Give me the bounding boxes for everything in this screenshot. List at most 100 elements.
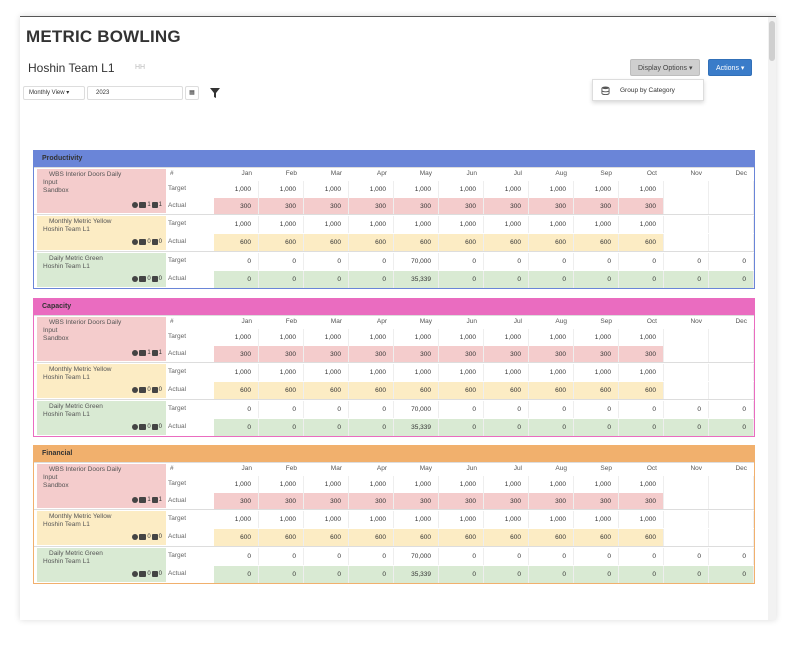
- target-cell[interactable]: 1,000: [439, 364, 484, 381]
- actual-cell[interactable]: 300: [304, 198, 349, 215]
- actual-cell[interactable]: 300: [574, 198, 619, 215]
- target-cell[interactable]: 1,000: [574, 216, 619, 233]
- filter-icon[interactable]: [210, 88, 220, 98]
- actual-cell[interactable]: 0: [529, 566, 574, 583]
- actual-cell[interactable]: 600: [349, 234, 394, 251]
- target-cell[interactable]: 1,000: [574, 329, 619, 346]
- gear-icon[interactable]: [132, 276, 139, 282]
- target-cell[interactable]: 0: [349, 253, 394, 270]
- metric-name[interactable]: Monthly Metric Yellow Hoshin Team L1 0 0: [37, 216, 166, 250]
- actual-cell[interactable]: 0: [619, 566, 664, 583]
- target-cell[interactable]: 1,000: [574, 511, 619, 528]
- chart-icon[interactable]: [139, 534, 147, 540]
- actual-cell[interactable]: 300: [259, 346, 304, 363]
- target-cell[interactable]: 1,000: [574, 364, 619, 381]
- target-cell[interactable]: 0: [619, 548, 664, 565]
- target-cell[interactable]: 1,000: [394, 181, 439, 198]
- page-scrollbar[interactable]: [768, 17, 776, 620]
- target-cell[interactable]: 0: [484, 253, 529, 270]
- actual-cell[interactable]: 300: [529, 346, 574, 363]
- target-cell[interactable]: 1,000: [484, 181, 529, 198]
- actual-cell[interactable]: 0: [619, 271, 664, 288]
- actual-cell[interactable]: 0: [304, 419, 349, 436]
- actual-cell[interactable]: 600: [349, 382, 394, 399]
- target-cell[interactable]: [709, 511, 754, 528]
- target-cell[interactable]: 1,000: [259, 476, 304, 493]
- target-cell[interactable]: 0: [709, 253, 754, 270]
- target-cell[interactable]: 1,000: [529, 329, 574, 346]
- metric-name[interactable]: Daily Metric Green Hoshin Team L1 0 0: [37, 548, 166, 582]
- actual-cell[interactable]: 600: [619, 234, 664, 251]
- target-cell[interactable]: 1,000: [259, 364, 304, 381]
- actual-cell[interactable]: [709, 234, 754, 251]
- target-cell[interactable]: 1,000: [529, 511, 574, 528]
- target-cell[interactable]: 1,000: [619, 476, 664, 493]
- target-cell[interactable]: 1,000: [349, 329, 394, 346]
- target-cell[interactable]: 0: [349, 548, 394, 565]
- target-cell[interactable]: 1,000: [574, 181, 619, 198]
- target-cell[interactable]: 1,000: [619, 181, 664, 198]
- actual-cell[interactable]: 300: [529, 493, 574, 510]
- actual-cell[interactable]: 0: [529, 271, 574, 288]
- target-cell[interactable]: 1,000: [304, 181, 349, 198]
- actual-cell[interactable]: 300: [214, 198, 259, 215]
- section-header[interactable]: Capacity: [34, 299, 754, 315]
- note-icon[interactable]: [151, 239, 158, 245]
- metric-name[interactable]: WBS Interior Doors Daily Input Sandbox 1 1: [37, 317, 166, 361]
- target-cell[interactable]: 1,000: [304, 216, 349, 233]
- target-cell[interactable]: 1,000: [439, 476, 484, 493]
- actual-cell[interactable]: 300: [619, 493, 664, 510]
- chart-icon[interactable]: [139, 239, 147, 245]
- actual-cell[interactable]: [664, 493, 709, 510]
- actual-cell[interactable]: 300: [574, 493, 619, 510]
- target-cell[interactable]: [709, 364, 754, 381]
- gear-icon[interactable]: [132, 239, 139, 245]
- actual-cell[interactable]: 300: [619, 198, 664, 215]
- gear-icon[interactable]: [132, 350, 139, 356]
- target-cell[interactable]: 1,000: [304, 511, 349, 528]
- target-cell[interactable]: 1,000: [214, 511, 259, 528]
- actual-cell[interactable]: 600: [439, 234, 484, 251]
- target-cell[interactable]: 0: [214, 253, 259, 270]
- actual-cell[interactable]: 0: [664, 566, 709, 583]
- actual-cell[interactable]: 600: [304, 234, 349, 251]
- actual-cell[interactable]: 300: [214, 346, 259, 363]
- target-cell[interactable]: 1,000: [529, 476, 574, 493]
- actual-cell[interactable]: 300: [484, 493, 529, 510]
- actual-cell[interactable]: [664, 234, 709, 251]
- actual-cell[interactable]: [709, 382, 754, 399]
- actual-cell[interactable]: 0: [574, 566, 619, 583]
- note-icon[interactable]: [151, 350, 158, 356]
- actual-cell[interactable]: 300: [349, 493, 394, 510]
- actual-cell[interactable]: 300: [394, 493, 439, 510]
- metric-name[interactable]: Monthly Metric Yellow Hoshin Team L1 0 0: [37, 511, 166, 545]
- chart-icon[interactable]: [139, 202, 147, 208]
- actual-cell[interactable]: 600: [259, 382, 304, 399]
- target-cell[interactable]: [709, 329, 754, 346]
- target-cell[interactable]: 1,000: [439, 329, 484, 346]
- chart-icon[interactable]: [139, 497, 147, 503]
- target-cell[interactable]: 0: [709, 401, 754, 418]
- actual-cell[interactable]: 600: [574, 529, 619, 546]
- actual-cell[interactable]: 600: [619, 529, 664, 546]
- actual-cell[interactable]: 600: [259, 234, 304, 251]
- note-icon[interactable]: [151, 276, 158, 282]
- actual-cell[interactable]: 0: [349, 566, 394, 583]
- target-cell[interactable]: 1,000: [529, 364, 574, 381]
- target-cell[interactable]: 0: [574, 253, 619, 270]
- target-cell[interactable]: 1,000: [349, 216, 394, 233]
- target-cell[interactable]: 0: [664, 253, 709, 270]
- actions-button[interactable]: Actions ▾: [708, 59, 753, 76]
- actual-cell[interactable]: 0: [214, 419, 259, 436]
- actual-cell[interactable]: 600: [484, 234, 529, 251]
- actual-cell[interactable]: 0: [439, 566, 484, 583]
- note-icon[interactable]: [151, 424, 158, 430]
- actual-cell[interactable]: 0: [259, 566, 304, 583]
- target-cell[interactable]: [664, 181, 709, 198]
- actual-cell[interactable]: 600: [304, 382, 349, 399]
- actual-cell[interactable]: 35,339: [394, 271, 439, 288]
- target-cell[interactable]: 1,000: [394, 476, 439, 493]
- actual-cell[interactable]: 0: [349, 419, 394, 436]
- actual-cell[interactable]: 300: [529, 198, 574, 215]
- target-cell[interactable]: 1,000: [304, 364, 349, 381]
